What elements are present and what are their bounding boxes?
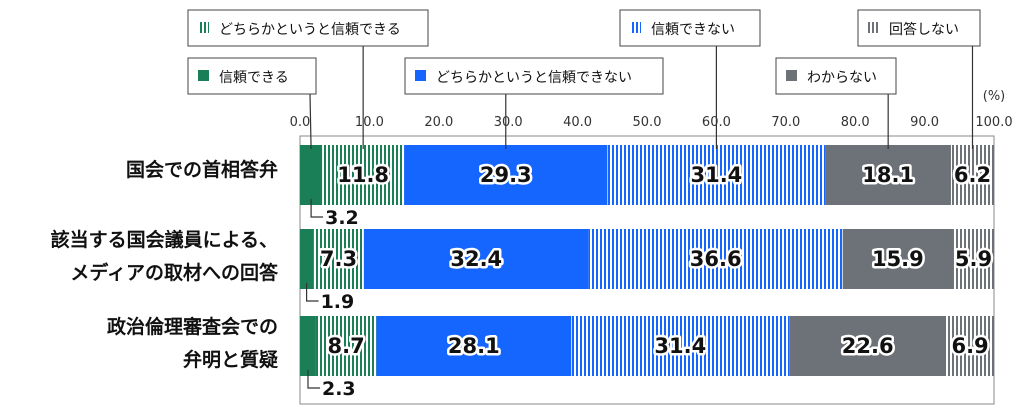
bar-segment: [315, 316, 377, 376]
legend-label: 信頼できない: [651, 22, 735, 38]
data-label: 22.6: [842, 334, 894, 358]
x-tick-label: 30.0: [494, 115, 523, 130]
data-label: 2.3: [322, 378, 356, 400]
category-label: 該当する国会議員による、: [51, 228, 278, 251]
x-tick-label: 10.0: [355, 115, 384, 130]
bar-segment: [842, 229, 954, 289]
x-tick-label: 70.0: [771, 115, 800, 130]
bar-segment: [322, 145, 405, 205]
category-label: 政治倫理審査会での: [107, 315, 278, 338]
data-label: 32.4: [450, 247, 502, 271]
data-label: 15.9: [872, 247, 924, 271]
legend-connector: [309, 93, 312, 150]
bar-segment: [946, 316, 994, 376]
data-label: 5.9: [955, 247, 992, 271]
legend-swatch: [630, 22, 641, 33]
legend-label: 信頼できる: [219, 70, 289, 86]
legend-swatch: [415, 70, 426, 81]
bar-segment: [825, 145, 951, 205]
x-tick-label: 50.0: [633, 115, 662, 130]
data-label: 3.2: [325, 207, 359, 229]
data-label: 8.7: [328, 334, 365, 358]
legend-swatch: [198, 70, 209, 81]
bar-segment: [300, 145, 323, 205]
category-label: 国会での首相答弁: [126, 158, 278, 181]
legend-swatch: [868, 22, 879, 33]
bar-segment: [363, 229, 589, 289]
data-label: 6.9: [951, 334, 988, 358]
category-label: メディアの取材への回答: [70, 261, 279, 284]
data-label: 28.1: [448, 334, 500, 358]
bar-segment: [953, 229, 994, 289]
legend-label: 回答しない: [889, 21, 959, 38]
bar-segment: [607, 145, 826, 205]
leader-line: [307, 370, 320, 389]
legend-swatch: [786, 70, 797, 81]
bar-segment: [950, 145, 994, 205]
leader-line: [310, 199, 324, 218]
legend-label: わからない: [807, 70, 877, 86]
leader-line: [305, 283, 319, 302]
legend-label: どちらかというと信頼できない: [436, 70, 632, 86]
bar-segment: [300, 316, 316, 376]
legend-box: [619, 9, 761, 47]
category-label: 弁明と質疑: [183, 348, 278, 371]
x-tick-label: 40.0: [563, 115, 592, 130]
x-tick-label: 100.0: [975, 115, 1012, 130]
x-tick-label: 90.0: [910, 115, 939, 130]
legend-swatch: [198, 22, 209, 33]
unit-label: (%): [983, 89, 1006, 104]
x-tick-label: 20.0: [424, 115, 453, 130]
x-tick-label: 80.0: [841, 115, 870, 130]
bar-segment: [588, 229, 843, 289]
data-label: 31.4: [690, 163, 742, 187]
bar-segment: [313, 229, 364, 289]
legend-box: [187, 9, 429, 47]
data-label: 36.6: [690, 247, 742, 271]
data-label: 31.4: [654, 334, 706, 358]
data-label: 11.8: [337, 163, 389, 187]
bar-segment: [789, 316, 947, 376]
bar-segment: [404, 145, 608, 205]
bar-segment: [571, 316, 790, 376]
bar-segment: [300, 229, 314, 289]
legend-label: どちらかというと信頼できる: [219, 22, 401, 38]
legend-box: [404, 57, 664, 95]
data-label: 29.3: [480, 163, 532, 187]
data-label: 18.1: [862, 163, 914, 187]
legend-box: [187, 57, 317, 95]
bar-segment: [376, 316, 572, 376]
data-label: 1.9: [321, 291, 355, 313]
x-tick-label: 0.0: [290, 115, 311, 130]
data-label: 6.2: [954, 163, 991, 187]
data-label: 7.3: [320, 247, 357, 271]
